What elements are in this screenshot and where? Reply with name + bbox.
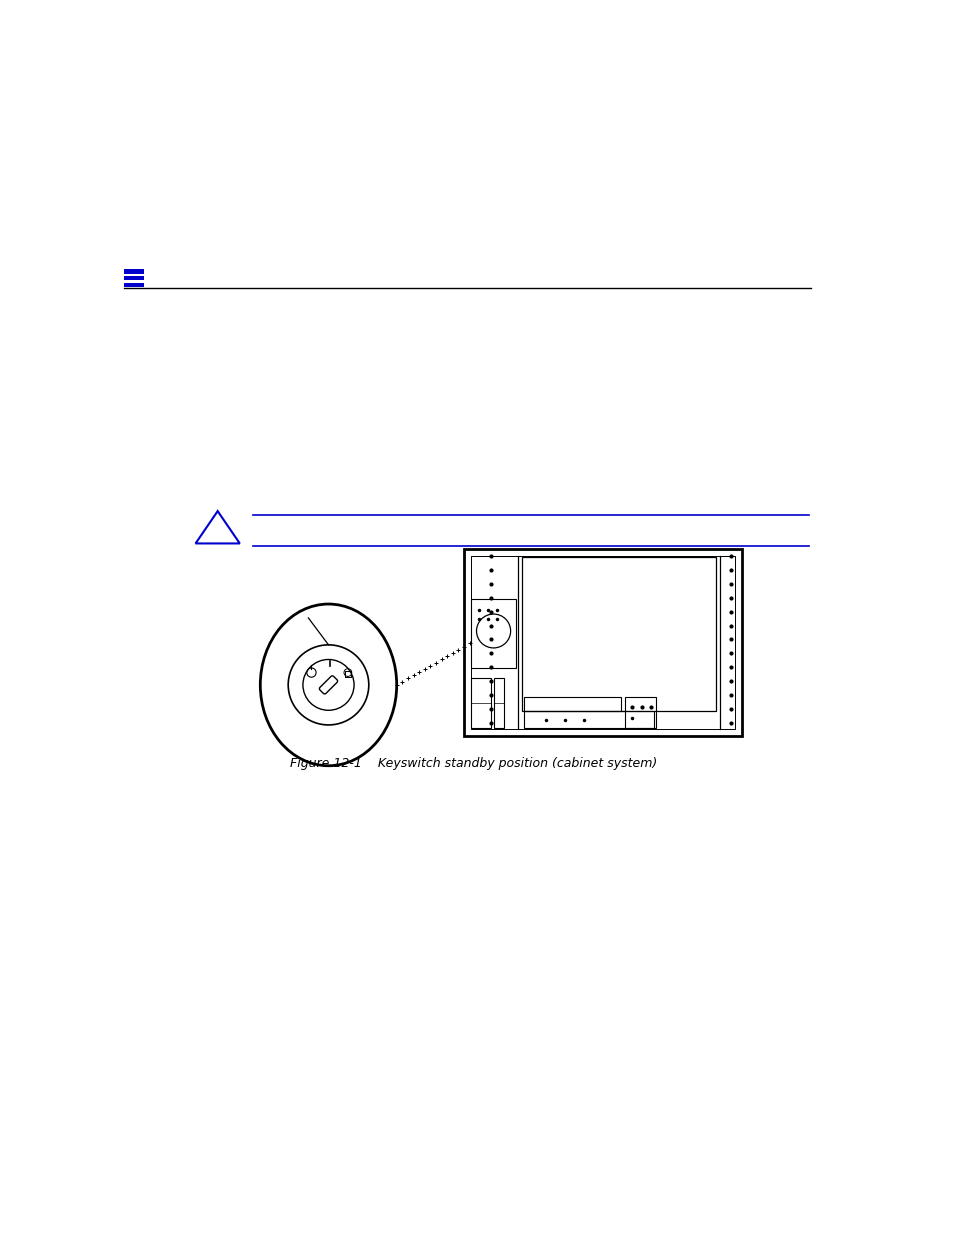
Bar (494, 678, 503, 727)
Bar (123, 283, 144, 287)
Bar (523, 711, 654, 727)
Bar (523, 698, 620, 711)
Bar (471, 599, 516, 668)
Bar (471, 556, 734, 729)
Bar (464, 550, 740, 736)
Bar (123, 269, 144, 274)
Bar (123, 275, 144, 280)
Bar (521, 557, 716, 711)
Text: Figure 12-1    Keyswitch standby position (cabinet system): Figure 12-1 Keyswitch standby position (… (290, 757, 657, 769)
Bar (471, 678, 491, 727)
FancyBboxPatch shape (319, 676, 337, 694)
Bar (624, 698, 655, 727)
